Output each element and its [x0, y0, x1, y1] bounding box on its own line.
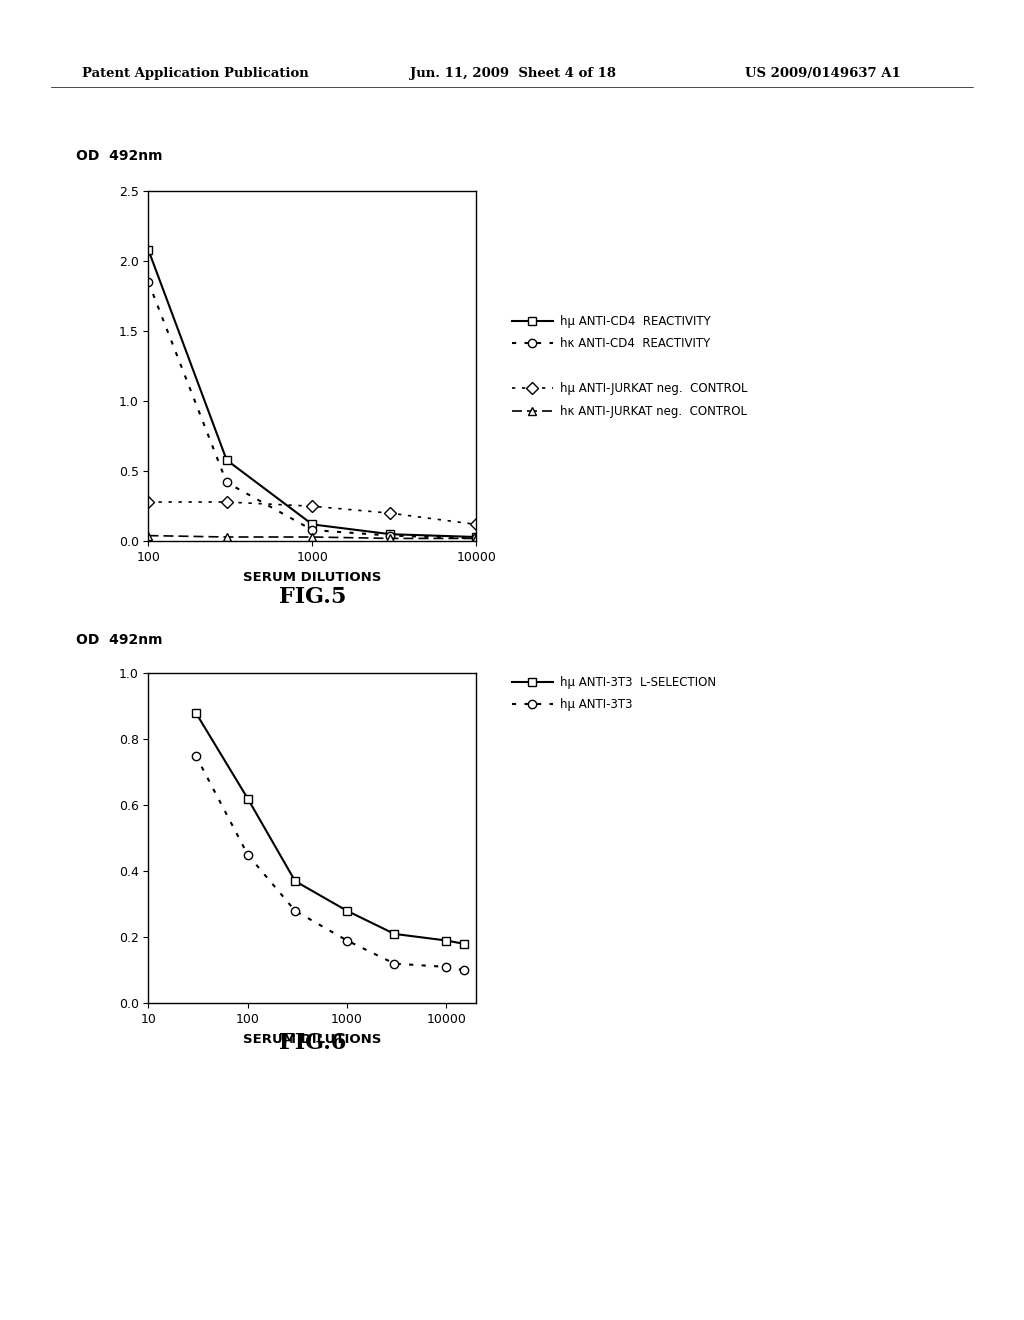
Text: OD  492nm: OD 492nm: [77, 149, 163, 164]
Text: US 2009/0149637 A1: US 2009/0149637 A1: [745, 67, 901, 81]
Legend: hμ ANTI-CD4  REACTIVITY, hκ ANTI-CD4  REACTIVITY, , hμ ANTI-JURKAT neg.  CONTROL: hμ ANTI-CD4 REACTIVITY, hκ ANTI-CD4 REAC…: [508, 312, 752, 421]
X-axis label: SERUM DILUTIONS: SERUM DILUTIONS: [243, 570, 382, 583]
Text: OD  492nm: OD 492nm: [77, 632, 163, 647]
X-axis label: SERUM DILUTIONS: SERUM DILUTIONS: [243, 1032, 382, 1045]
Text: FIG.5: FIG.5: [279, 586, 346, 609]
Legend: hμ ANTI-3T3  L-SELECTION, hμ ANTI-3T3: hμ ANTI-3T3 L-SELECTION, hμ ANTI-3T3: [508, 672, 720, 715]
Text: FIG.6: FIG.6: [279, 1032, 346, 1055]
Text: Patent Application Publication: Patent Application Publication: [82, 67, 308, 81]
Text: Jun. 11, 2009  Sheet 4 of 18: Jun. 11, 2009 Sheet 4 of 18: [410, 67, 615, 81]
